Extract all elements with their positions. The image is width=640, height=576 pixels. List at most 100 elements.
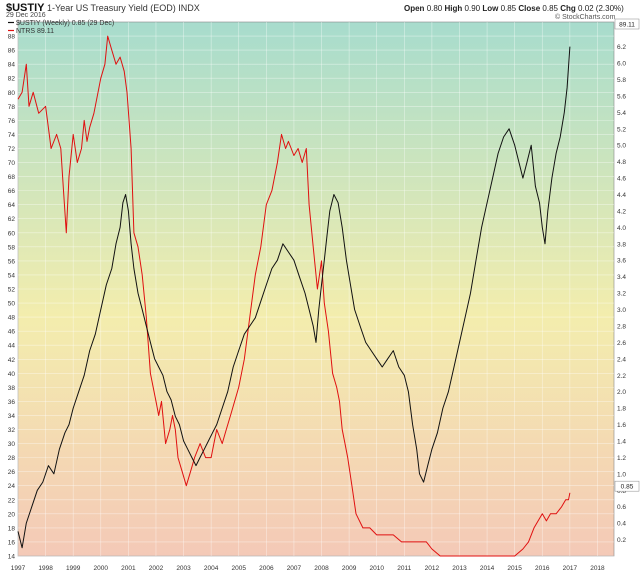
left-tick-label: 56 bbox=[8, 258, 16, 265]
right-tick-label: 0.6 bbox=[617, 504, 626, 511]
right-tick-label: 3.0 bbox=[617, 307, 626, 314]
x-tick-label: 2002 bbox=[149, 565, 164, 572]
left-tick-label: 60 bbox=[8, 230, 16, 237]
right-tick-label: 5.2 bbox=[617, 126, 626, 133]
left-tick-label: 26 bbox=[8, 469, 16, 476]
right-tick-label: 1.0 bbox=[617, 471, 626, 478]
left-tick-label: 86 bbox=[8, 48, 16, 55]
series-layer bbox=[17, 35, 571, 557]
right-tick-label: 5.0 bbox=[617, 143, 626, 150]
chart-date: 29 Dec 2016 bbox=[6, 12, 46, 19]
left-tick-label: 82 bbox=[8, 76, 16, 83]
chg-label: Chg bbox=[560, 4, 576, 13]
x-tick-label: 2001 bbox=[121, 565, 136, 572]
left-tick-label: 34 bbox=[8, 413, 16, 420]
left-last-value-tag bbox=[614, 18, 640, 30]
close-value: 0.85 bbox=[542, 4, 558, 13]
chart-title: $USTIY 1-Year US Treasury Yield (EOD) IN… bbox=[6, 2, 200, 14]
x-tick-label: 2009 bbox=[342, 565, 357, 572]
x-tick-label: 2014 bbox=[480, 565, 495, 572]
x-tick-label: 2006 bbox=[259, 565, 274, 572]
right-tick-label: 4.2 bbox=[617, 208, 626, 215]
right-last-value-tag bbox=[614, 480, 640, 492]
x-tick-label: 2016 bbox=[535, 565, 550, 572]
left-tick-label: 38 bbox=[8, 385, 16, 392]
left-last-value-text: 89.11 bbox=[619, 22, 635, 29]
x-tick-label: 2003 bbox=[176, 565, 191, 572]
x-tick-label: 2018 bbox=[590, 565, 605, 572]
left-tick-label: 36 bbox=[8, 399, 16, 406]
left-tick-label: 80 bbox=[8, 90, 16, 97]
right-tick-label: 2.4 bbox=[617, 356, 626, 363]
left-tick-label: 14 bbox=[8, 554, 16, 561]
right-tick-label: 5.6 bbox=[617, 93, 626, 100]
right-tick-label: 3.6 bbox=[617, 258, 626, 265]
x-tick-label: 1998 bbox=[38, 565, 53, 572]
right-tick-label: 3.8 bbox=[617, 241, 626, 248]
high-label: High bbox=[444, 4, 463, 13]
x-tick-label: 1999 bbox=[66, 565, 81, 572]
series-ntrs bbox=[17, 35, 571, 557]
left-tick-label: 20 bbox=[8, 511, 16, 518]
description-label: 1-Year US Treasury Yield (EOD) bbox=[47, 3, 176, 13]
right-tick-label: 0.2 bbox=[617, 537, 626, 544]
low-label: Low bbox=[482, 4, 499, 13]
left-tick-label: 64 bbox=[8, 202, 16, 209]
left-tick-label: 32 bbox=[8, 427, 16, 434]
left-tick-label: 28 bbox=[8, 455, 16, 462]
right-tick-label: 3.2 bbox=[617, 291, 626, 298]
x-tick-label: 2008 bbox=[314, 565, 329, 572]
left-tick-label: 22 bbox=[8, 497, 16, 504]
right-tick-label: 2.0 bbox=[617, 389, 626, 396]
right-tick-label: 0.4 bbox=[617, 521, 626, 528]
right-tick-label: 4.4 bbox=[617, 192, 626, 199]
symbol-label: $USTIY bbox=[6, 2, 45, 14]
right-tick-label: 6.2 bbox=[617, 44, 626, 51]
left-tick-label: 44 bbox=[8, 343, 16, 350]
left-tick-label: 66 bbox=[8, 188, 16, 195]
left-tick-label: 74 bbox=[8, 132, 16, 139]
right-axis: 0.20.40.60.81.01.21.41.61.82.02.22.42.62… bbox=[617, 44, 626, 544]
left-tick-label: 62 bbox=[8, 216, 16, 223]
left-tick-label: 72 bbox=[8, 146, 16, 153]
right-last-value-text: 0.85 bbox=[621, 484, 634, 491]
x-tick-label: 2011 bbox=[397, 565, 411, 572]
x-tick-label: 2010 bbox=[369, 565, 384, 572]
right-tick-label: 4.0 bbox=[617, 225, 626, 232]
x-tick-label: 2017 bbox=[563, 565, 578, 572]
right-tick-label: 5.4 bbox=[617, 110, 626, 117]
right-tick-label: 4.6 bbox=[617, 176, 626, 183]
close-label: Close bbox=[518, 4, 541, 13]
low-value: 0.85 bbox=[500, 4, 517, 13]
high-value: 0.90 bbox=[464, 4, 481, 13]
left-axis: 14 16 18 20 22 24 26 28 30 32 34 36 38 40 42 44 46 48 50 52… bbox=[8, 34, 16, 561]
left-tick-label: 84 bbox=[8, 62, 16, 69]
right-tick-label: 2.8 bbox=[617, 323, 626, 330]
x-axis: 1997 1998 1999 2000 2001 2002 2003 2004 2005 2006… bbox=[11, 565, 605, 572]
left-tick-label: 54 bbox=[8, 272, 16, 279]
left-tick-label: 50 bbox=[8, 301, 16, 308]
x-tick-label: 1997 bbox=[11, 565, 26, 572]
x-tick-label: 2007 bbox=[287, 565, 302, 572]
series-ustiy bbox=[17, 46, 571, 549]
left-tick-label: 78 bbox=[8, 104, 16, 111]
left-tick-label: 52 bbox=[8, 287, 16, 294]
right-tick-label: 2.2 bbox=[617, 373, 626, 380]
open-label: Open bbox=[404, 4, 425, 13]
x-tick-label: 2000 bbox=[94, 565, 109, 572]
right-tick-label: 5.8 bbox=[617, 77, 626, 84]
left-tick-label: 30 bbox=[8, 441, 16, 448]
x-tick-label: 2005 bbox=[232, 565, 247, 572]
chart-header: $USTIY 1-Year US Treasury Yield (EOD) IN… bbox=[0, 0, 640, 22]
left-tick-label: 48 bbox=[8, 315, 16, 322]
left-tick-label: 88 bbox=[8, 34, 16, 41]
x-tick-label: 2012 bbox=[425, 565, 440, 572]
legend-label-ntrs: NTRS 89.11 bbox=[16, 28, 54, 35]
ohlc-readout: Open 0.80 High 0.90 Low 0.85 Close 0.85 … bbox=[404, 4, 624, 13]
right-tick-label: 1.4 bbox=[617, 438, 626, 445]
legend-label-ustiy: $USTIY (Weekly) 0.85 (29 Dec) bbox=[16, 20, 114, 27]
x-tick-label: 2015 bbox=[507, 565, 522, 572]
open-value: 0.80 bbox=[426, 4, 443, 13]
left-tick-label: 46 bbox=[8, 329, 16, 336]
